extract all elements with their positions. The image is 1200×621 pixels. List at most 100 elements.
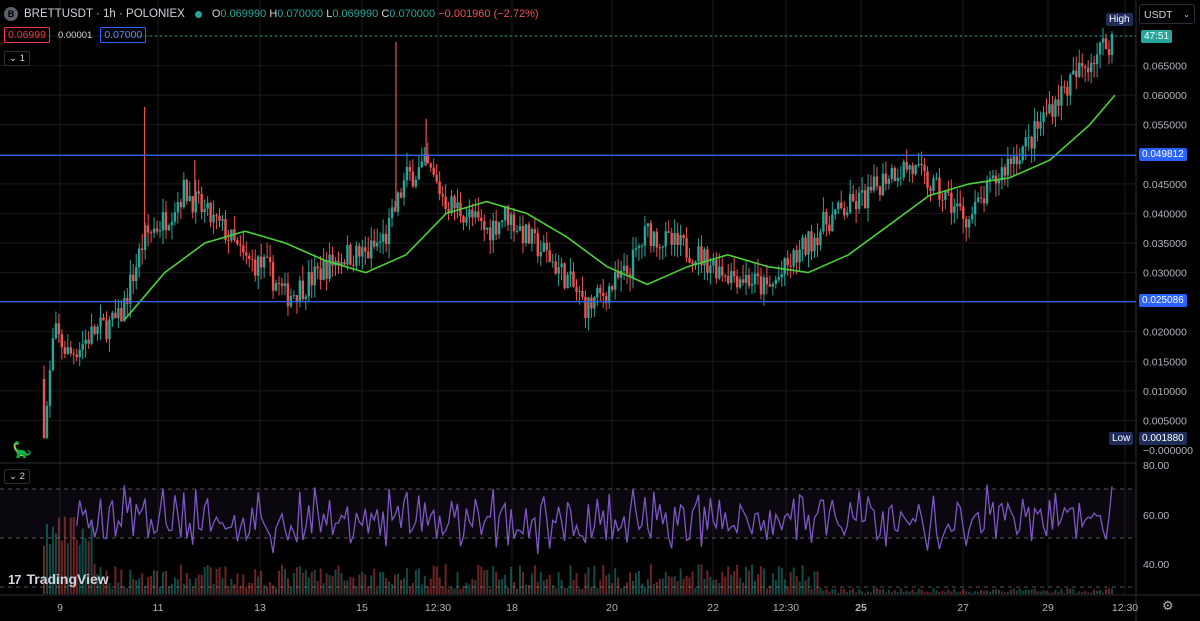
candle-body <box>926 171 929 189</box>
volume-bar <box>1009 589 1012 594</box>
volume-bar <box>1081 592 1084 594</box>
volume-bar <box>917 588 920 594</box>
volume-bar <box>69 517 72 594</box>
volume-bar <box>542 580 545 594</box>
volume-bar <box>706 570 709 594</box>
volume-bar <box>840 588 843 594</box>
candle-body <box>87 339 90 344</box>
volume-bar <box>105 570 108 594</box>
candle-body <box>99 317 102 327</box>
candle-body <box>792 250 795 267</box>
volume-bar <box>935 590 938 594</box>
candle-body <box>245 252 248 256</box>
currency-selector[interactable]: USDT ⌄ <box>1139 4 1195 24</box>
volume-bar <box>159 587 162 594</box>
volume-bar <box>471 578 474 594</box>
volume-bar <box>1021 590 1024 594</box>
volume-bar <box>768 585 771 594</box>
candle-body <box>167 225 171 231</box>
candle-body <box>1110 34 1114 55</box>
candle-body <box>563 263 566 289</box>
volume-bar <box>292 573 295 594</box>
volume-bar <box>278 570 281 594</box>
candle-body <box>602 293 605 296</box>
volume-bar <box>1051 592 1054 594</box>
candle-body <box>810 231 813 252</box>
volume-bar <box>43 545 45 594</box>
candle-body <box>783 258 786 275</box>
volume-bar <box>572 580 575 594</box>
candle-body <box>114 312 117 319</box>
volume-bar <box>319 568 322 594</box>
volume-bar <box>694 587 697 594</box>
volume-bar <box>316 580 319 594</box>
symbol-title[interactable]: BRETTUSDT · 1h · POLONIEX <box>24 8 185 20</box>
volume-bar <box>147 576 150 594</box>
tradingview-logo[interactable]: 17 TradingView <box>8 571 109 587</box>
volume-bar <box>902 591 905 594</box>
volume-bar <box>670 576 673 594</box>
volume-bar <box>1069 588 1072 594</box>
volume-bar <box>733 570 736 594</box>
hline-lower-label[interactable]: 0.025086 <box>1139 294 1187 307</box>
volume-bar <box>1072 589 1075 594</box>
candle-body <box>664 231 667 247</box>
candle-body <box>1072 70 1075 75</box>
candle-body <box>786 258 789 266</box>
candle-body <box>515 230 519 232</box>
candle-body <box>364 247 367 252</box>
volume-bar <box>551 585 554 594</box>
volume-bar <box>661 578 664 594</box>
volume-bar <box>968 591 971 594</box>
candle-body <box>1036 121 1039 129</box>
volume-bar <box>664 572 667 594</box>
candle-body <box>69 347 72 354</box>
volume-bar <box>379 571 382 594</box>
candle-body <box>804 237 807 255</box>
volume-bar <box>724 576 727 594</box>
volume-bar <box>646 578 649 594</box>
candle-body <box>396 192 400 212</box>
countdown-label: 47:51 <box>1141 30 1173 43</box>
candle-body <box>822 211 825 232</box>
volume-bar <box>548 575 551 594</box>
volume-bar <box>911 589 914 594</box>
volume-bar <box>825 589 828 594</box>
volume-bar <box>242 574 245 594</box>
volume-bar <box>715 579 718 594</box>
gear-icon[interactable]: ⚙ <box>1162 598 1174 613</box>
candle-body <box>914 164 917 175</box>
sell-button[interactable]: 0.06999 <box>4 27 50 43</box>
volume-bar <box>328 574 331 594</box>
volume-bar <box>929 592 932 594</box>
candle-body <box>224 219 227 241</box>
volume-bar <box>643 586 646 594</box>
volume-bar <box>191 586 194 594</box>
buy-button[interactable]: 0.07000 <box>100 27 147 43</box>
volume-bar <box>441 586 444 594</box>
trade-panel: 0.06999 0.00001 0.07000 <box>4 27 147 43</box>
indicator-legend-toggle[interactable]: ⌄ 2 <box>4 469 30 484</box>
candle-body <box>1081 62 1084 67</box>
volume-bar <box>516 588 519 594</box>
volume-bar <box>569 565 572 594</box>
candle-body <box>682 235 685 239</box>
time-tick-label: 18 <box>506 602 518 614</box>
candle-body <box>1051 104 1054 117</box>
symbol-legend[interactable]: B BRETTUSDT · 1h · POLONIEX O0.069990 H0… <box>4 6 539 22</box>
dinosaur-icon[interactable]: 🦕 <box>12 442 32 459</box>
candle-body <box>96 326 99 335</box>
candle-body <box>1024 137 1027 147</box>
candle-body <box>486 227 489 230</box>
main-legend-toggle[interactable]: ⌄ 1 <box>4 51 30 66</box>
hline-upper-label[interactable]: 0.049812 <box>1139 148 1187 161</box>
volume-bar <box>1063 592 1066 594</box>
volume-bar <box>575 572 578 594</box>
candle-body <box>489 227 492 241</box>
candle-body <box>566 274 569 289</box>
volume-bar <box>459 588 462 594</box>
candle-body <box>1042 112 1045 122</box>
volume-bar <box>1045 590 1048 594</box>
candle-body <box>673 232 676 245</box>
